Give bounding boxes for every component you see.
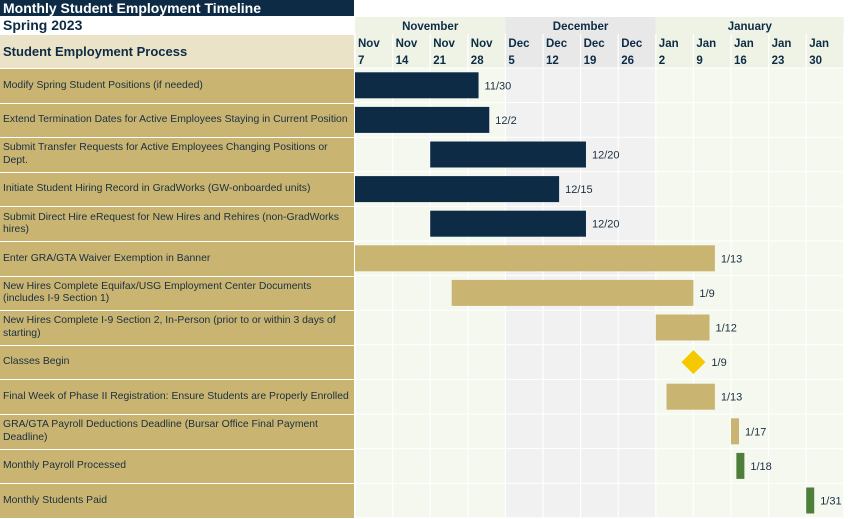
task-end-label: 1/13 <box>721 392 742 404</box>
task-name: Classes Begin <box>3 356 70 368</box>
week-day-label: 21 <box>433 55 446 67</box>
week-day-label: 28 <box>471 55 484 67</box>
task-name: Initiate Student Hiring Record in GradWo… <box>3 183 311 195</box>
task-row: Modify Spring Student Positions (if need… <box>0 68 354 103</box>
task-bar <box>806 487 815 514</box>
month-label: November <box>402 21 459 33</box>
task-row: Final Week of Phase II Registration: Ens… <box>0 379 354 414</box>
week-day-label: 12 <box>546 55 559 67</box>
week-month-label: Nov <box>358 38 380 50</box>
task-name: Enter GRA/GTA Waiver Exemption in Banner <box>3 252 211 264</box>
task-end-label: 1/9 <box>711 357 726 369</box>
task-name: New Hires Complete I-9 Section 2, In-Per… <box>3 315 336 339</box>
week-month-label: Nov <box>471 38 493 50</box>
task-name: Monthly Students Paid <box>3 494 107 506</box>
task-column-header: Student Employment Process <box>0 35 354 68</box>
milestone-diamond <box>681 350 706 375</box>
week-day-label: 7 <box>358 55 364 67</box>
task-bar <box>666 383 715 410</box>
task-name: GRA/GTA Payroll Deductions Deadline (Bur… <box>3 419 318 443</box>
task-row: Classes Begin <box>0 344 354 380</box>
task-end-label: 1/12 <box>716 323 737 335</box>
week-day-label: 2 <box>659 55 665 67</box>
month-label: January <box>728 21 773 33</box>
task-bar <box>736 452 745 479</box>
month-label: December <box>553 21 609 33</box>
task-end-label: 11/30 <box>485 80 512 92</box>
week-day-label: 9 <box>696 55 702 67</box>
task-row: Monthly Payroll Processed <box>0 448 354 484</box>
week-day-label: 14 <box>396 55 409 67</box>
task-name: New Hires Complete Equifax/USG Employmen… <box>3 280 312 305</box>
task-end-label: 12/15 <box>565 184 593 196</box>
task-bar <box>731 418 739 445</box>
task-name: Monthly Payroll Processed <box>3 460 127 472</box>
week-day-label: 26 <box>621 55 634 67</box>
page-subtitle: Spring 2023 <box>0 16 354 34</box>
week-month-label: Nov <box>396 38 418 50</box>
task-name: Final Week of Phase II Registration: Ens… <box>3 390 349 402</box>
task-row: Monthly Students Paid <box>0 483 354 518</box>
task-row: Initiate Student Hiring Record in GradWo… <box>0 171 354 207</box>
task-end-label: 1/9 <box>699 288 714 300</box>
week-day-label: 5 <box>508 55 515 67</box>
task-end-label: 1/17 <box>745 426 766 438</box>
task-bar <box>451 279 694 306</box>
week-month-label: Nov <box>433 38 455 50</box>
task-name: Extend Termination Dates for Active Empl… <box>3 114 348 126</box>
task-bar <box>355 245 715 272</box>
task-bar <box>355 72 479 99</box>
task-row: GRA/GTA Payroll Deductions Deadline (Bur… <box>0 414 354 449</box>
week-month-label: Dec <box>621 38 643 50</box>
week-month-label: Dec <box>508 38 530 50</box>
task-name: Submit Direct Hire eRequest for New Hire… <box>3 211 339 236</box>
week-month-label: Dec <box>546 38 568 50</box>
week-month-label: Jan <box>772 38 792 50</box>
task-end-label: 1/18 <box>750 461 771 473</box>
task-end-label: 12/2 <box>495 115 516 127</box>
task-end-label: 1/31 <box>820 496 841 508</box>
task-bar <box>430 141 586 168</box>
week-month-label: Jan <box>659 38 679 50</box>
task-row: New Hires Complete I-9 Section 2, In-Per… <box>0 310 354 345</box>
task-end-label: 1/13 <box>721 253 742 265</box>
task-row: Submit Transfer Requests for Active Empl… <box>0 137 354 172</box>
task-bar <box>430 210 586 237</box>
task-end-label: 12/20 <box>592 150 620 162</box>
week-month-label: Jan <box>696 38 716 50</box>
week-day-label: 30 <box>809 55 822 67</box>
task-bar <box>355 106 490 133</box>
week-month-label: Jan <box>809 38 829 50</box>
task-end-label: 12/20 <box>592 219 620 231</box>
week-day-label: 23 <box>772 55 785 67</box>
task-row: New Hires Complete Equifax/USG Employmen… <box>0 275 354 311</box>
week-day-label: 19 <box>584 55 597 67</box>
task-row: Extend Termination Dates for Active Empl… <box>0 102 354 138</box>
task-bar <box>655 314 710 341</box>
task-row: Submit Direct Hire eRequest for New Hire… <box>0 206 354 241</box>
week-day-label: 16 <box>734 55 747 67</box>
month-header-bg <box>655 17 844 68</box>
page-title: Monthly Student Employment Timeline <box>0 0 354 16</box>
task-name: Modify Spring Student Positions (if need… <box>3 79 203 91</box>
week-month-label: Jan <box>734 38 754 50</box>
week-month-label: Dec <box>584 38 606 50</box>
task-name: Submit Transfer Requests for Active Empl… <box>3 142 328 166</box>
task-row: Enter GRA/GTA Waiver Exemption in Banner <box>0 241 354 276</box>
task-bar <box>355 176 560 203</box>
